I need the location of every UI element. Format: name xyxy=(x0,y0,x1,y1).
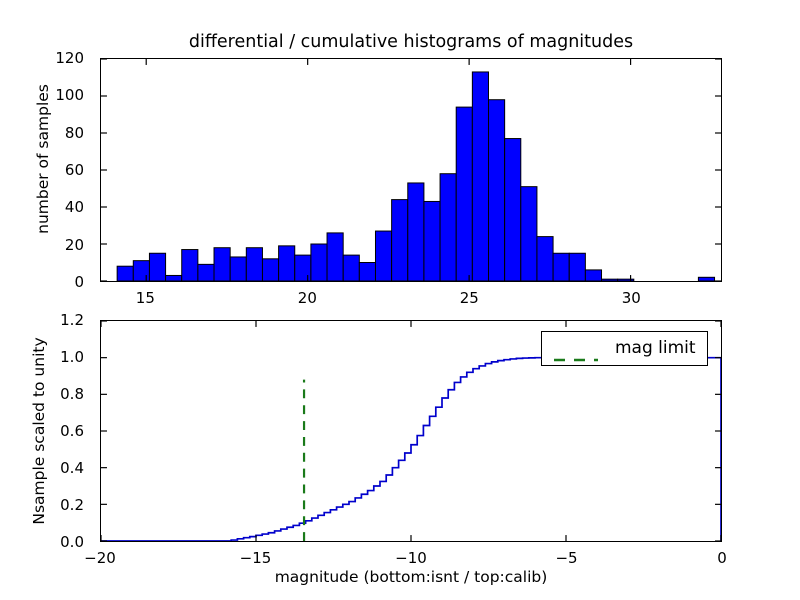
top-ytick: 80 xyxy=(0,124,92,151)
histogram-bar xyxy=(439,173,457,281)
bottom-panel-xlabel: magnitude (bottom:isnt / top:calib) xyxy=(274,568,548,586)
histogram-bar xyxy=(423,200,441,281)
top-ytick: 60 xyxy=(0,161,92,188)
top-ytick-label: 100 xyxy=(55,86,84,105)
histogram-bar xyxy=(342,254,360,281)
bottom-panel-tick-marks xyxy=(101,321,721,541)
top-ytick-label: 60 xyxy=(64,161,84,179)
histogram-bar xyxy=(213,247,231,281)
histogram-plot-area xyxy=(101,59,721,281)
bottom-ytick-label: 1.0 xyxy=(60,348,84,366)
dashed-line-icon xyxy=(554,358,598,362)
legend-box: mag limit xyxy=(541,331,708,366)
histogram-bars xyxy=(116,71,716,281)
bottom-xtick-label: −20 xyxy=(84,549,116,567)
mag-limit-line-swatch-icon xyxy=(553,347,599,362)
bottom-ytick: 0.4 xyxy=(0,459,92,486)
top-ytick: 40 xyxy=(0,198,92,225)
histogram-bar xyxy=(601,278,619,281)
bottom-ytick: 0.2 xyxy=(0,496,92,523)
top-ytick: 100 xyxy=(0,86,92,113)
histogram-bar xyxy=(536,236,554,281)
histogram-bar xyxy=(326,232,344,281)
histogram-bar xyxy=(407,182,425,281)
top-xtick-label: 25 xyxy=(459,289,479,307)
histogram-bar xyxy=(245,247,263,281)
histogram-bar xyxy=(358,262,376,281)
bottom-ytick-label: 0.8 xyxy=(60,385,84,403)
histogram-bar xyxy=(568,252,586,281)
bottom-xtick-label: −5 xyxy=(555,549,578,567)
histogram-bar xyxy=(374,230,393,281)
histogram-bar xyxy=(165,274,183,281)
bottom-ytick-label: 0.6 xyxy=(60,422,84,440)
histogram-bar xyxy=(148,252,167,281)
bottom-xtick-label: −10 xyxy=(395,549,427,567)
top-ytick-label: 120 xyxy=(55,49,84,67)
histogram-bar xyxy=(294,254,312,281)
histogram-bar xyxy=(504,138,522,281)
top-panel-tick-marks xyxy=(101,59,721,281)
bottom-ytick: 1.0 xyxy=(0,348,92,375)
top-ytick-label: 40 xyxy=(64,198,84,217)
bottom-ytick: 1.2 xyxy=(0,311,92,338)
top-ytick: 0 xyxy=(0,273,92,300)
histogram-bar xyxy=(391,199,409,281)
histogram-bar xyxy=(132,260,150,281)
top-ytick: 20 xyxy=(0,236,92,263)
histogram-bar xyxy=(261,258,280,281)
bottom-ytick-label: 1.2 xyxy=(60,311,84,329)
bottom-ytick: 0.8 xyxy=(0,385,92,412)
bottom-xtick-label: 0 xyxy=(717,549,727,567)
top-ytick: 120 xyxy=(0,49,92,76)
histogram-bar xyxy=(116,265,134,281)
cumulative-curve xyxy=(101,356,721,541)
histogram-bar xyxy=(520,186,538,281)
histogram-bar xyxy=(584,269,603,281)
bottom-xtick-label: −15 xyxy=(239,549,272,567)
histogram-bar xyxy=(278,245,296,281)
histogram-bar xyxy=(617,278,635,281)
histogram-bar xyxy=(471,71,489,281)
histogram-bar xyxy=(697,276,716,281)
top-ytick-label: 80 xyxy=(64,123,84,142)
figure-title: differential / cumulative histograms of … xyxy=(188,32,634,52)
histogram-bar xyxy=(552,252,570,281)
histogram-bar xyxy=(310,243,328,281)
bottom-ytick: 0.6 xyxy=(0,422,92,449)
bottom-ytick-label: 0.0 xyxy=(60,533,84,551)
top-ytick-label: 20 xyxy=(64,235,84,254)
histogram-bar xyxy=(197,263,215,281)
top-ytick-label: 0 xyxy=(74,273,84,291)
bottom-ytick-label: 0.4 xyxy=(60,459,84,477)
bottom-ytick-label: 0.2 xyxy=(60,496,84,514)
histogram-bar xyxy=(181,249,199,281)
cumulative-plot-area xyxy=(101,321,721,541)
top-xtick-label: 15 xyxy=(135,289,155,307)
top-panel-axes xyxy=(100,58,722,282)
top-xtick-label: 30 xyxy=(621,289,641,307)
histogram-bar xyxy=(488,99,506,281)
bottom-ytick: 0.0 xyxy=(0,533,92,560)
top-xtick-label: 20 xyxy=(297,289,317,307)
histogram-bar xyxy=(229,256,247,281)
legend-label-mag-limit: mag limit xyxy=(615,338,696,358)
histogram-bar xyxy=(455,106,473,281)
